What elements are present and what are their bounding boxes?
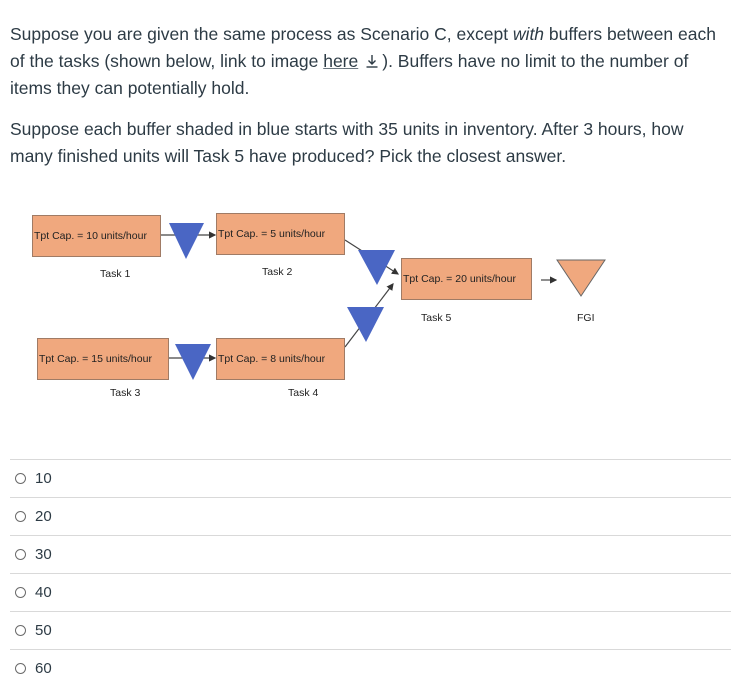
task-3-box: Tpt Cap. = 15 units/hour xyxy=(37,338,169,380)
task-5-box: Tpt Cap. = 20 units/hour xyxy=(401,258,532,300)
buffer-2-triangle xyxy=(358,250,395,285)
answer-option-10[interactable]: 10 xyxy=(10,459,731,497)
option-label: 60 xyxy=(35,660,52,677)
task-2-box: Tpt Cap. = 5 units/hour xyxy=(216,213,345,255)
option-label: 40 xyxy=(35,584,52,601)
diagram-connectors xyxy=(161,223,606,380)
radio-button[interactable] xyxy=(15,625,26,636)
radio-button[interactable] xyxy=(15,511,26,522)
task-4-box: Tpt Cap. = 8 units/hour xyxy=(216,338,345,380)
task-2-label: Task 2 xyxy=(262,266,293,278)
answer-option-20[interactable]: 20 xyxy=(10,497,731,535)
process-diagram: Tpt Cap. = 10 units/hour Task 1 Tpt Cap.… xyxy=(0,195,741,420)
radio-button[interactable] xyxy=(15,549,26,560)
answer-option-60[interactable]: 60 xyxy=(10,649,731,687)
buffer-3-triangle xyxy=(347,307,384,342)
emphasis-text: with xyxy=(512,24,545,44)
question-text: Suppose you are given the same process a… xyxy=(10,24,513,44)
download-icon[interactable] xyxy=(364,50,380,68)
task-3-label: Task 3 xyxy=(110,387,141,399)
image-link[interactable]: here xyxy=(323,51,359,71)
task-5-label: Task 5 xyxy=(421,312,452,324)
option-label: 10 xyxy=(35,470,52,487)
radio-button[interactable] xyxy=(15,587,26,598)
radio-button[interactable] xyxy=(15,473,26,484)
answer-option-40[interactable]: 40 xyxy=(10,573,731,611)
question-paragraph-1: Suppose you are given the same process a… xyxy=(10,21,730,102)
answer-options: 10 20 30 40 50 60 xyxy=(10,459,731,687)
buffer-4-triangle xyxy=(175,344,211,380)
answer-option-30[interactable]: 30 xyxy=(10,535,731,573)
task-4-label: Task 4 xyxy=(288,387,319,399)
task-1-box: Tpt Cap. = 10 units/hour xyxy=(32,215,161,257)
question-text: buffers between each of the tasks (shown… xyxy=(10,24,716,71)
question-text: ). Buffers have no limit to the number o… xyxy=(10,51,689,98)
radio-button[interactable] xyxy=(15,663,26,674)
fgi-triangle xyxy=(556,259,606,297)
task-1-label: Task 1 xyxy=(100,268,131,280)
question-paragraph-2: Suppose each buffer shaded in blue start… xyxy=(10,119,684,166)
buffer-1-triangle xyxy=(169,223,204,259)
option-label: 20 xyxy=(35,508,52,525)
fgi-label: FGI xyxy=(577,312,595,324)
option-label: 30 xyxy=(35,546,52,563)
option-label: 50 xyxy=(35,622,52,639)
answer-option-50[interactable]: 50 xyxy=(10,611,731,649)
